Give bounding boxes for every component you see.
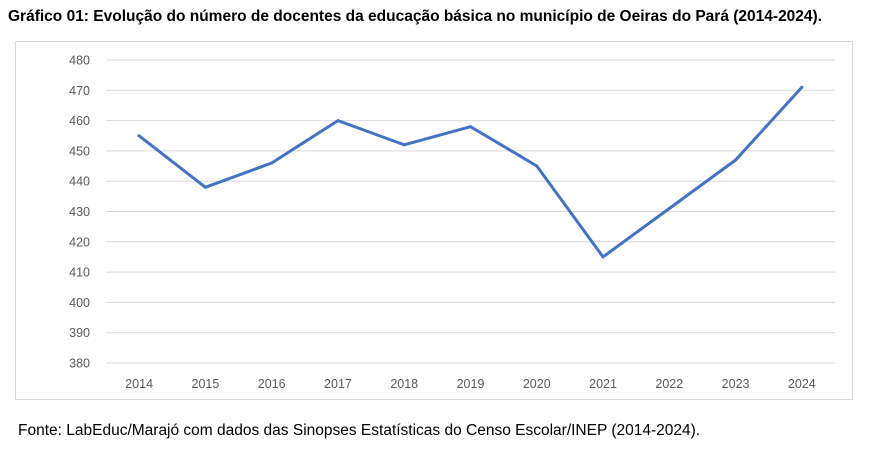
y-tick-label-380: 380 — [69, 357, 90, 371]
x-tick-label-2021: 2021 — [589, 377, 617, 391]
y-tick-label-440: 440 — [69, 175, 90, 189]
data-point-2022 — [667, 206, 671, 210]
y-tick-label-410: 410 — [69, 266, 90, 280]
x-tick-label-2018: 2018 — [390, 377, 418, 391]
data-point-2020 — [535, 164, 539, 168]
series-line-0 — [137, 85, 804, 259]
x-tick-label-2020: 2020 — [523, 377, 551, 391]
source-caption: Fonte: LabEduc/Marajó com dados das Sino… — [18, 422, 701, 439]
y-tick-label-450: 450 — [69, 144, 90, 158]
data-point-2015 — [203, 185, 207, 189]
x-tick-label-2017: 2017 — [324, 377, 352, 391]
x-tick-label-2024: 2024 — [788, 377, 816, 391]
data-point-2021 — [601, 255, 605, 259]
y-tick-label-470: 470 — [69, 84, 90, 98]
data-point-2017 — [336, 119, 340, 123]
data-point-2014 — [137, 134, 141, 138]
chart-title: Gráfico 01: Evolução do número de docent… — [8, 8, 823, 25]
x-tick-label-2019: 2019 — [457, 377, 485, 391]
data-point-2016 — [270, 161, 274, 165]
y-tick-label-460: 460 — [69, 114, 90, 128]
y-tick-label-400: 400 — [69, 296, 90, 310]
x-tick-label-2015: 2015 — [192, 377, 220, 391]
data-point-2018 — [402, 143, 406, 147]
x-tick-label-2022: 2022 — [655, 377, 683, 391]
y-tick-label-430: 430 — [69, 205, 90, 219]
x-tick-label-2014: 2014 — [125, 377, 153, 391]
y-tick-label-420: 420 — [69, 235, 90, 249]
y-tick-label-480: 480 — [69, 54, 90, 68]
chart-frame — [15, 41, 853, 400]
x-tick-label-2023: 2023 — [722, 377, 750, 391]
y-tick-label-390: 390 — [69, 326, 90, 340]
x-tick-label-2016: 2016 — [258, 377, 286, 391]
data-point-2023 — [734, 158, 738, 162]
data-point-2024 — [800, 85, 804, 89]
data-point-2019 — [469, 125, 472, 129]
